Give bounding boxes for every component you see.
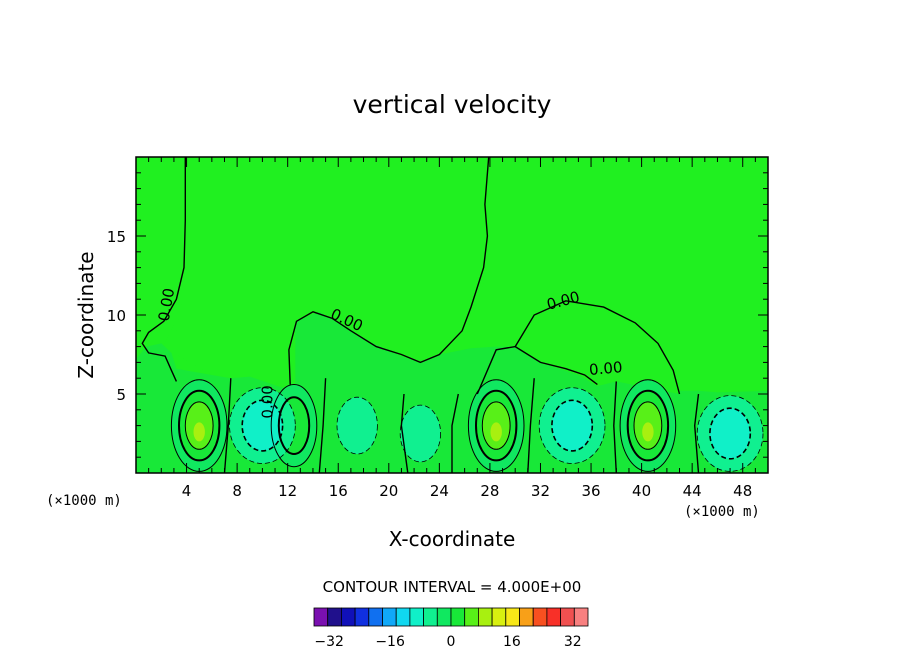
updraft-3-contour-0 [619, 379, 677, 472]
y-tick-label: 5 [116, 386, 126, 404]
upper-positive-lobe [515, 300, 680, 394]
x-tick-label: 20 [379, 482, 398, 500]
x-tick-label: 24 [430, 482, 449, 500]
updraft-2-contour-2 [481, 401, 511, 450]
downdraft-7-contour-0 [538, 387, 606, 464]
x-tick-label: 28 [480, 482, 499, 500]
colorbar-swatch [423, 607, 438, 627]
x-tick-label: 36 [581, 482, 600, 500]
colorbar-swatch [327, 607, 342, 627]
updraft-1-contour-1 [277, 396, 311, 456]
zero-contour-1 [288, 156, 490, 385]
x-tick-label: 48 [733, 482, 752, 500]
zero-contour-3 [514, 300, 681, 395]
colorbar-tick-label: −16 [375, 634, 405, 650]
downdraft-7-level-1 [551, 400, 593, 451]
y-axis-tick-labels: 5 10 15 [107, 228, 126, 404]
colorbar-swatch [519, 607, 534, 627]
y-axis-label: Z-coordinate [74, 251, 98, 378]
x-axis-label: X-coordinate [389, 527, 516, 551]
colorbar-swatch [409, 607, 424, 627]
updraft-1-contour-0 [270, 384, 318, 468]
colorbar-swatch [477, 607, 493, 627]
y-tick-label: 10 [107, 307, 126, 325]
x-tick-label: 8 [232, 482, 242, 500]
colorbar-swatch [505, 607, 520, 627]
colorbar-swatch [532, 607, 548, 627]
colorbar-tick-label: 32 [564, 634, 582, 650]
colorbar-swatch [560, 607, 575, 627]
colorbar-swatch [354, 607, 370, 627]
zero-contour-7 [451, 393, 459, 473]
contour-lines [141, 156, 764, 474]
colorbar-swatch [382, 607, 397, 627]
contour-label-0: 0.00 [155, 287, 179, 323]
downdraft-8-contour-1 [709, 407, 752, 460]
contour-label-3: 0.00 [588, 358, 623, 379]
colorbar-swatch [436, 607, 452, 627]
axis-ticks [136, 157, 768, 473]
x-tick-label: 16 [329, 482, 348, 500]
updraft-3-contour-2 [633, 401, 663, 450]
updraft-0-core [193, 422, 205, 442]
downdraft-5-level-0 [337, 397, 378, 454]
colorbar-swatch [491, 607, 507, 627]
updraft-2-contour-1 [475, 389, 518, 462]
y-tick-label: 15 [107, 228, 126, 246]
downdraft-4-contour-1 [241, 399, 284, 452]
zero-contour-10 [693, 393, 700, 474]
downdraft-4-contour-0 [229, 387, 296, 464]
colorbar-swatch [313, 607, 329, 627]
downdraft-8-level-1 [709, 408, 751, 459]
downdraft-6-level-0 [400, 405, 441, 462]
x-tick-label: 12 [278, 482, 297, 500]
downdraft-5-contour-0 [336, 396, 378, 455]
downdraft-6-contour-0 [399, 404, 441, 463]
x-tick-label: 4 [182, 482, 192, 500]
colorbar [313, 607, 589, 627]
colorbar-tick-label: −32 [314, 634, 344, 650]
x-tick-label: 40 [632, 482, 651, 500]
zero-contour-8 [527, 378, 535, 474]
colorbar-swatch [573, 607, 589, 627]
updraft-3-core [642, 422, 654, 442]
zero-contour-5 [318, 378, 327, 474]
colorbar-tick-label: 16 [503, 634, 521, 650]
updraft-0-contour-1 [178, 389, 221, 462]
updraft-2-core [490, 422, 502, 442]
colorbar-swatch [395, 607, 411, 627]
x-unit-label-right: (×1000 m) [684, 504, 760, 520]
colorbar-swatch [546, 607, 562, 627]
zero-contour-2 [476, 345, 598, 395]
updraft-3-contour-1 [626, 389, 670, 462]
zero-contour-9 [613, 381, 617, 474]
x-tick-label: 44 [683, 482, 702, 500]
x-axis-tick-labels: 4 8 12 16 20 24 28 32 36 40 44 48 [182, 482, 752, 500]
chart-title: vertical velocity [353, 90, 552, 119]
colorbar-swatch [340, 607, 356, 627]
zero-contour-4 [223, 378, 232, 474]
colorbar-swatch [450, 607, 466, 627]
x-tick-label: 32 [531, 482, 550, 500]
colorbar-swatch [368, 607, 383, 627]
downdraft-8-contour-0 [696, 395, 764, 472]
downdraft-7-contour-1 [551, 399, 594, 452]
updraft-2-contour-0 [467, 379, 525, 472]
contour-label-4: 0.00 [259, 385, 277, 418]
colorbar-tick-labels: −32 −16 0 16 32 [314, 634, 581, 650]
contour-interval-text: CONTOUR INTERVAL = 4.000E+00 [323, 578, 582, 596]
colorbar-swatch [464, 607, 479, 627]
x-unit-label-left: (×1000 m) [46, 493, 122, 509]
zero-contour-0 [141, 157, 187, 382]
colorbar-tick-label: 0 [447, 634, 456, 650]
updraft-0-contour-2 [184, 401, 214, 450]
plot-area: 0.00 0.000.000.000.00 [135, 156, 769, 474]
zero-contour-6 [400, 393, 409, 474]
